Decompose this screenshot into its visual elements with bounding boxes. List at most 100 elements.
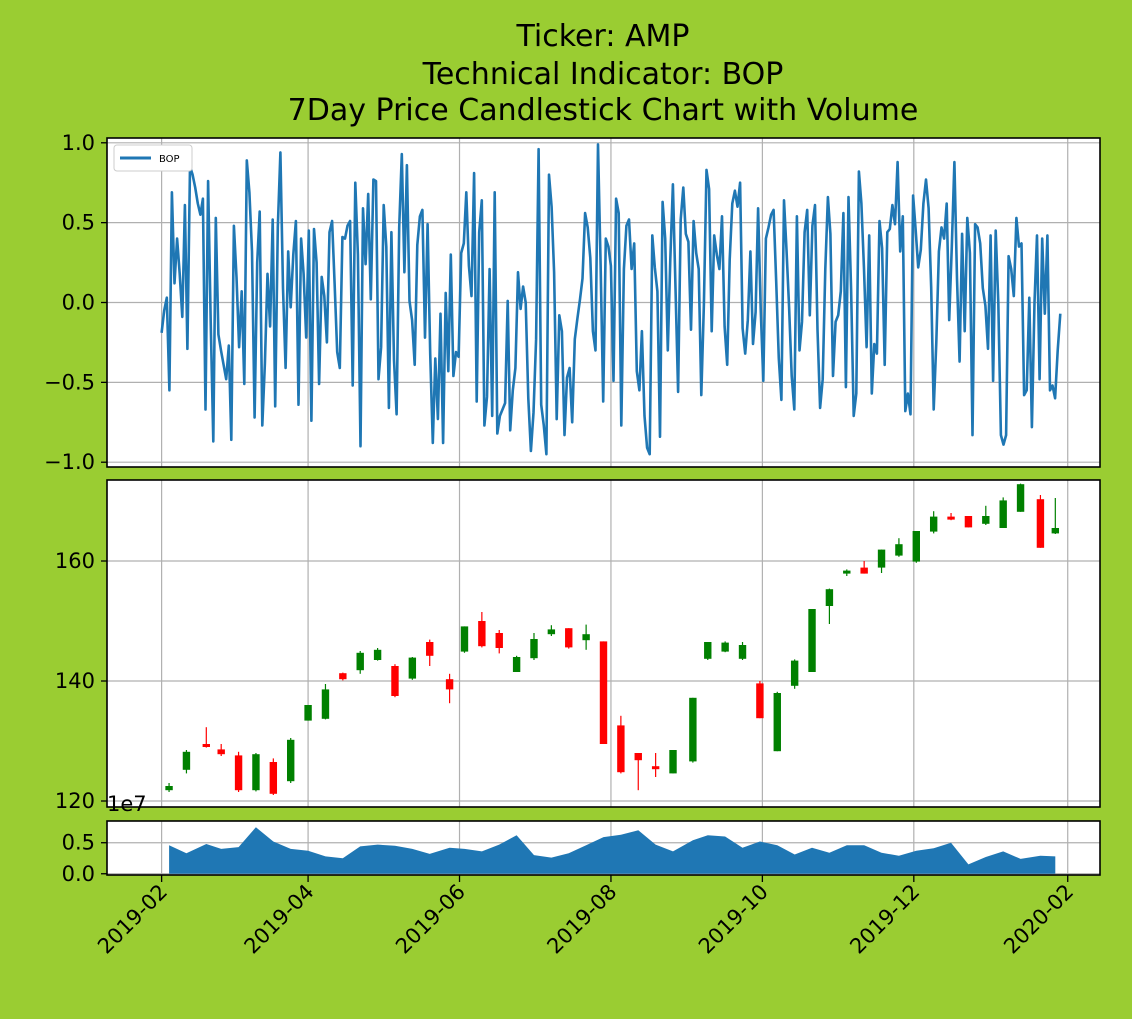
candle-body — [339, 673, 347, 680]
candle — [234, 751, 243, 792]
candle-body — [860, 567, 868, 574]
volume-y-ticks: 0.00.5 — [62, 831, 107, 886]
candle — [391, 664, 399, 698]
y-tick-label: −1.0 — [44, 450, 95, 474]
candle — [790, 659, 799, 689]
y-tick-label: 0.5 — [62, 211, 95, 235]
candle-body — [356, 652, 364, 671]
candle — [445, 673, 454, 704]
candle — [617, 715, 625, 774]
candle — [478, 612, 486, 648]
candle — [165, 783, 173, 792]
candle — [773, 691, 781, 752]
candle-body — [964, 516, 973, 528]
candle — [287, 738, 295, 783]
y-tick-label: −0.5 — [44, 370, 95, 394]
candle-body — [843, 570, 851, 574]
y-tick-label: 0.5 — [62, 831, 95, 855]
candle — [495, 630, 503, 654]
y-tick-label: 0.0 — [62, 862, 95, 886]
candle-body — [689, 697, 697, 762]
candle — [1051, 498, 1060, 534]
candle-body — [1016, 484, 1025, 512]
candle — [947, 513, 955, 521]
indicator-legend: BOP — [113, 144, 193, 172]
candle-body — [704, 642, 712, 659]
candle-body — [478, 621, 486, 647]
volume-series — [169, 827, 1056, 874]
indicator-series — [160, 143, 1062, 456]
legend-box — [113, 144, 193, 172]
candle — [895, 538, 903, 557]
candle-body — [408, 657, 417, 679]
candle-body — [982, 516, 990, 524]
candle — [582, 624, 590, 650]
candle-body — [808, 609, 816, 672]
candle — [512, 655, 521, 672]
candle — [964, 516, 973, 528]
title-line-2: Technical Indicator: BOP — [422, 57, 784, 92]
indicator-y-ticks: 1.0 0.5 0.0 −0.5 −1.0 — [44, 131, 107, 474]
candle-body — [582, 634, 590, 641]
candle-body — [634, 753, 642, 761]
candle-body — [1051, 528, 1060, 534]
candle — [408, 657, 417, 680]
y-tick-label: 140 — [55, 669, 95, 693]
candle — [982, 505, 990, 525]
candle — [321, 684, 330, 720]
indicator-panel: 1.0 0.5 0.0 −0.5 −1.0 BOP — [44, 131, 1101, 474]
candle-body — [651, 766, 660, 770]
candle — [304, 705, 312, 721]
volume-frame — [106, 820, 1101, 876]
title-line-3: 7Day Price Candlestick Chart with Volume — [288, 93, 919, 128]
candle — [1016, 483, 1025, 512]
candle — [339, 672, 347, 681]
candle-body — [547, 629, 556, 635]
candle-body — [599, 641, 608, 744]
candle-body — [790, 660, 799, 686]
candle-body — [530, 639, 538, 659]
candle — [547, 625, 556, 636]
candle-body — [617, 725, 625, 773]
candle — [252, 753, 260, 792]
candle-body — [182, 751, 191, 770]
price-frame — [106, 479, 1101, 808]
candle — [738, 642, 747, 660]
candle-body — [512, 657, 521, 672]
candle-body — [234, 755, 243, 791]
candle — [929, 511, 938, 534]
candle — [217, 744, 225, 756]
price-panel: 120 140 160 — [55, 479, 1101, 813]
candle-body — [252, 754, 260, 791]
candle — [651, 753, 660, 777]
price-grid — [107, 480, 1100, 807]
candle-body — [287, 739, 295, 782]
candle-body — [669, 750, 677, 774]
candle-body — [565, 628, 573, 648]
candle — [356, 651, 364, 674]
candle-body — [721, 642, 729, 652]
candle-body — [373, 649, 382, 660]
y-tick-label: 1.0 — [62, 131, 95, 155]
candle-body — [1036, 499, 1045, 548]
candle — [877, 549, 886, 573]
candle-body — [391, 666, 399, 696]
candle — [182, 750, 191, 774]
candle-body — [217, 749, 225, 755]
candle — [860, 561, 868, 574]
candle-body — [947, 516, 955, 520]
price-candles — [165, 483, 1060, 795]
y-tick-label: 120 — [55, 789, 95, 813]
candle-body — [738, 645, 747, 659]
y-tick-label: 0.0 — [62, 291, 95, 315]
candle-body — [165, 786, 173, 791]
candle — [999, 497, 1007, 528]
volume-area — [169, 827, 1056, 874]
candle-body — [773, 693, 781, 752]
candle-body — [912, 531, 920, 562]
candle — [426, 639, 434, 666]
candle-body — [202, 744, 210, 747]
candle — [202, 727, 210, 748]
candle — [269, 758, 278, 795]
candle — [843, 569, 851, 576]
